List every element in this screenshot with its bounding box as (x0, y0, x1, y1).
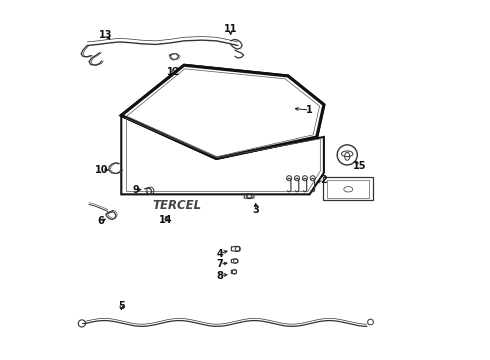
Polygon shape (122, 65, 324, 158)
Text: 10: 10 (95, 165, 108, 175)
FancyBboxPatch shape (327, 180, 369, 198)
Text: 15: 15 (353, 161, 367, 171)
Text: 14: 14 (159, 215, 173, 225)
Text: 9: 9 (132, 185, 139, 195)
Text: 5: 5 (118, 301, 124, 311)
Text: 1: 1 (306, 105, 313, 115)
Text: 6: 6 (98, 216, 104, 226)
Text: 4: 4 (217, 248, 223, 258)
Polygon shape (122, 116, 324, 194)
FancyBboxPatch shape (323, 177, 373, 201)
Text: 13: 13 (99, 30, 113, 40)
Text: 8: 8 (217, 271, 223, 281)
Text: 3: 3 (252, 206, 259, 216)
Text: 11: 11 (224, 24, 238, 35)
Text: TERCEL: TERCEL (152, 199, 201, 212)
Text: 12: 12 (167, 67, 180, 77)
Text: 7: 7 (217, 259, 223, 269)
Text: 2: 2 (320, 175, 327, 185)
